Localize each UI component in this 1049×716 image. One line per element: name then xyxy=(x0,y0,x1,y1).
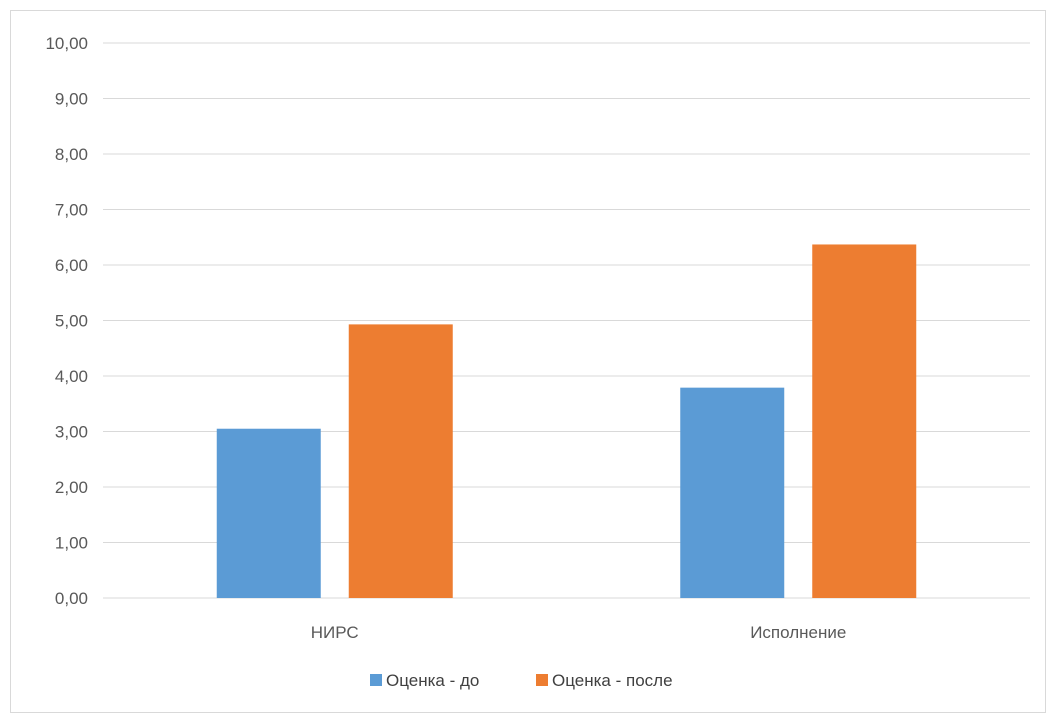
y-tick-label: 5,00 xyxy=(55,312,88,331)
legend-swatch xyxy=(370,674,382,686)
bars xyxy=(216,244,917,598)
bar-before-0 xyxy=(216,428,321,598)
y-axis-tick-labels: 0,00 1,00 2,00 3,00 4,00 5,00 6,00 7,00 8,00 9,00… xyxy=(45,34,88,608)
bar-after-0 xyxy=(348,324,453,598)
x-category-label: Исполнение xyxy=(750,623,846,642)
y-tick-label: 1,00 xyxy=(55,534,88,553)
legend-swatch xyxy=(536,674,548,686)
y-tick-label: 8,00 xyxy=(55,145,88,164)
legend-label: Оценка - до xyxy=(386,671,479,690)
legend-label: Оценка - после xyxy=(552,671,673,690)
y-tick-label: 6,00 xyxy=(55,256,88,275)
y-tick-label: 4,00 xyxy=(55,367,88,386)
x-category-label: НИРС xyxy=(311,623,359,642)
y-tick-label: 9,00 xyxy=(55,90,88,109)
y-tick-label: 10,00 xyxy=(45,34,88,53)
legend: Оценка - до Оценка - после xyxy=(370,671,673,690)
y-tick-label: 2,00 xyxy=(55,478,88,497)
x-axis-category-labels: НИРС Исполнение xyxy=(311,623,847,642)
bar-after-1 xyxy=(812,244,917,598)
y-tick-label: 3,00 xyxy=(55,423,88,442)
y-tick-label: 7,00 xyxy=(55,201,88,220)
y-tick-label: 0,00 xyxy=(55,589,88,608)
bar-before-1 xyxy=(680,387,785,598)
